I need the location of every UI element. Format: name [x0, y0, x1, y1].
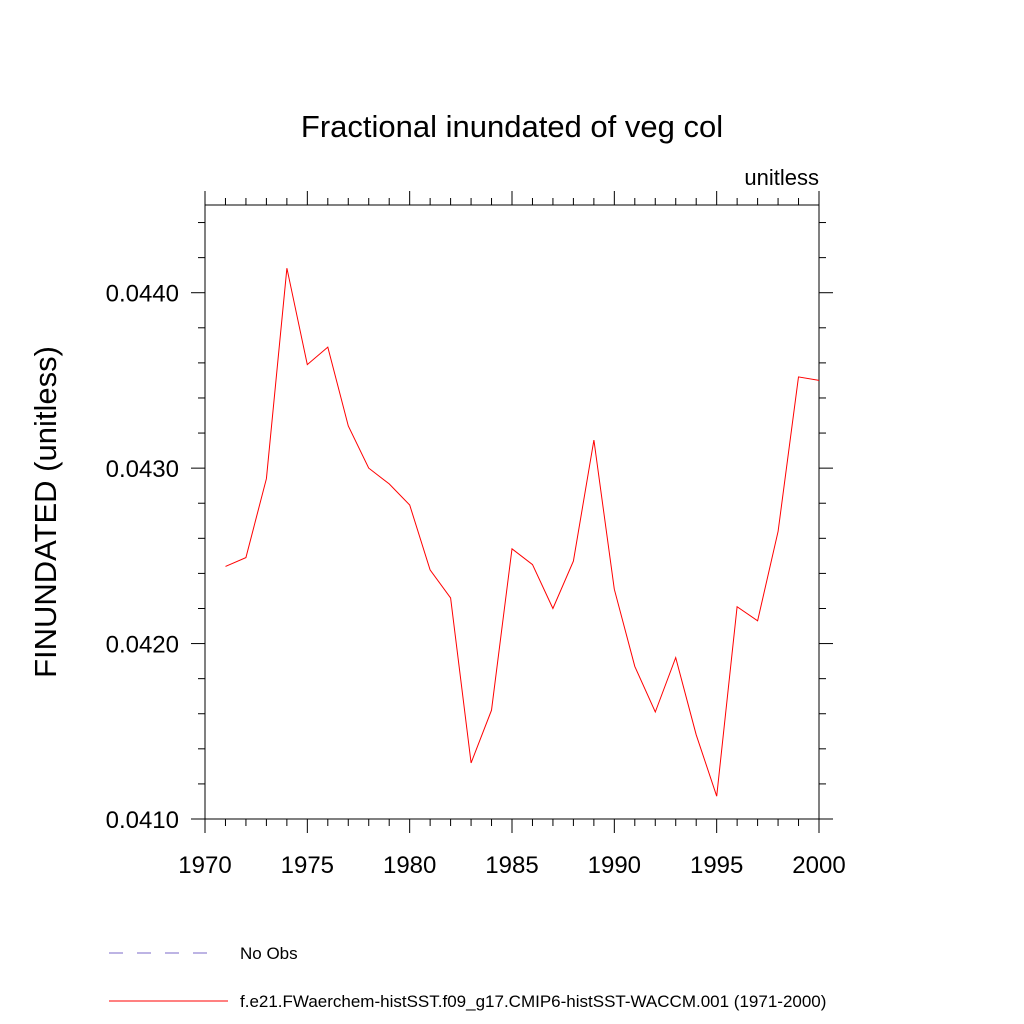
x-tick-label: 1990 [588, 852, 641, 879]
y-tick-label: 0.0420 [106, 632, 179, 659]
y-tick-label: 0.0410 [106, 807, 179, 834]
x-tick-label: 1975 [281, 852, 334, 879]
y-axis-label: FINUNDATED (unitless) [28, 346, 63, 678]
x-axis: 1970 1975 1980 1985 1990 1995 2000 [178, 191, 846, 879]
chart-title: Fractional inundated of veg col [301, 109, 723, 144]
legend: No Obs f.e21.FWaerchem-histSST.f09_g17.C… [109, 944, 826, 1011]
plot-frame [204, 204, 820, 820]
units-label: unitless [744, 165, 819, 190]
y-tick-label: 0.0430 [106, 456, 179, 483]
x-tick-label: 2000 [792, 852, 845, 879]
legend-label-no-obs: No Obs [240, 944, 298, 963]
legend-label-model: f.e21.FWaerchem-histSST.f09_g17.CMIP6-hi… [240, 992, 826, 1011]
x-tick-label: 1970 [178, 852, 231, 879]
series-layer [225, 268, 820, 797]
x-tick-label: 1995 [690, 852, 743, 879]
series-line [225, 268, 820, 797]
x-tick-label: 1980 [383, 852, 436, 879]
y-axis: 0.0410 0.0420 0.0430 0.0440 [106, 222, 833, 834]
y-tick-label: 0.0440 [106, 281, 179, 308]
x-tick-label: 1985 [485, 852, 538, 879]
